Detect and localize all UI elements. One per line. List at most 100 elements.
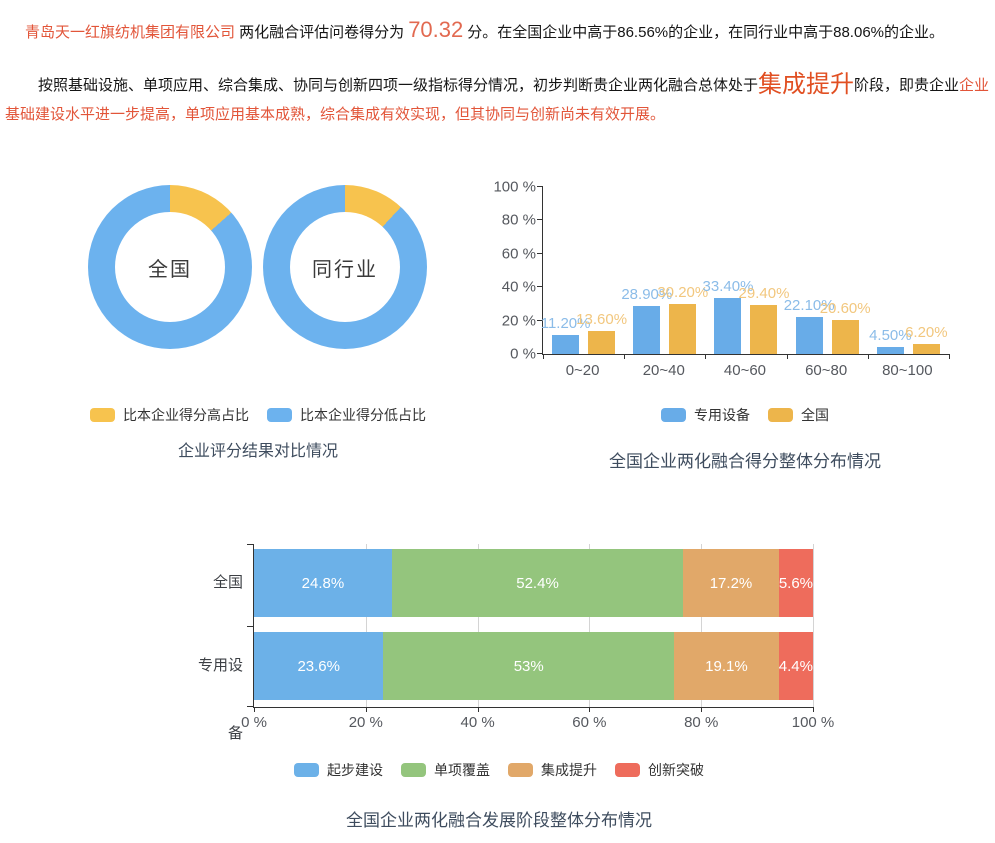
bar-value-label: 11.20% (540, 315, 591, 333)
legend-item[interactable]: 专用设备 (661, 405, 750, 425)
x-axis-tick (624, 354, 626, 359)
bar-专用设备-40~60: 33.40% (703, 278, 753, 354)
score-value: 70.32 (408, 17, 464, 42)
vbar-legend: 专用设备 全国 (495, 405, 995, 425)
vbar-x-categories: 0~20 20~40 40~60 60~80 80~100 (542, 362, 948, 379)
donut-industry: 同行业 (263, 185, 427, 349)
segment-集成提升-全国: 17.2% (683, 549, 779, 617)
segment-单项覆盖-全国: 52.4% (391, 549, 684, 617)
bar-全国-60~80: 20.60% (820, 300, 871, 354)
y-axis-tick (537, 186, 543, 187)
legend-label: 全国 (801, 407, 829, 423)
segment-value-label: 17.2% (709, 574, 753, 592)
company-name: 青岛天一红旗纺机集团有限公司 (25, 24, 240, 41)
donut-row: 全国 同行业 (88, 185, 428, 349)
legend-item[interactable]: 集成提升 (508, 760, 597, 780)
legend-swatch-icon (267, 408, 292, 422)
segment-value-label: 53% (513, 657, 544, 675)
hbar-chart-title: 全国企业两化融合发展阶段整体分布情况 (346, 811, 652, 830)
legend-swatch-icon (661, 408, 686, 422)
x-category-label: 0~20 (565, 362, 600, 379)
legend-item[interactable]: 创新突破 (615, 760, 704, 780)
donut-chart-title: 企业评分结果对比情况 (177, 443, 338, 460)
legend-item[interactable]: 比本企业得分低占比 (267, 405, 426, 425)
donut-industry-label: 同行业 (312, 258, 378, 281)
score-summary-paragraph: 青岛天一红旗纺机集团有限公司 两化融合评估问卷得分为 70.32 分。在全国企业中高… (25, 18, 970, 45)
bar-value-label: 6.20% (905, 323, 948, 341)
x-axis-label: 20 % (348, 714, 383, 731)
stage-summary-paragraph: 按照基础设施、单项应用、综合集成、协同与创新四项一级指标得分情况，初步判断贵企业… (5, 71, 990, 129)
legend-item[interactable]: 起步建设 (294, 760, 383, 780)
bar-全国-80~100: 6.20% (905, 324, 948, 354)
x-category-label: 40~60 (723, 362, 767, 379)
upper-charts-row: 全国 同行业 比本企业得分高占比 比本企业得分低占比 企业评分结果对比情况 0 %… (0, 177, 995, 472)
gridline (477, 544, 479, 707)
x-axis-tick (867, 354, 869, 359)
gridline (701, 544, 703, 707)
y-axis-tick (247, 706, 254, 707)
x-category-label: 20~40 (642, 362, 685, 379)
y-category-label: 全国 (212, 574, 243, 591)
x-category-label: 80~100 (882, 362, 933, 379)
legend-item[interactable]: 全国 (768, 405, 829, 425)
bar-value-label: 20.60% (819, 299, 871, 317)
bar-value-label: 28.90% (621, 285, 673, 303)
legend-label: 单项覆盖 (434, 762, 490, 778)
legend-swatch-icon (508, 763, 533, 777)
stage-distribution-chart: 全国 专用设备 24.8% 52.4% 17.2% 5.6% 23.6% 53% 19.1% 4… (185, 544, 834, 843)
bar-group-80~100: 4.50% 6.20% (868, 187, 949, 354)
vbar-chart-title: 全国企业两化融合得分整体分布情况 (609, 452, 881, 471)
legend-label: 专用设备 (694, 407, 750, 423)
stacked-bar-专用设备: 23.6% 53% 19.1% 4.4% (254, 632, 813, 700)
x-axis-tick (543, 354, 544, 359)
x-axis-label: 100 % (791, 714, 835, 731)
legend-swatch-icon (401, 763, 426, 777)
segment-value-label: 52.4% (516, 574, 559, 592)
vbar-plot-area: 11.20% 13.60% 28.90% 30.20% 33.40% 29.40% 22.1… (537, 186, 950, 359)
x-axis-tick (813, 707, 814, 712)
x-axis-tick (254, 707, 255, 712)
bar-专用设备-60~80: 22.10% (784, 297, 835, 354)
x-axis-tick (589, 707, 591, 712)
x-axis-tick (949, 354, 950, 359)
y-axis-tick (537, 286, 543, 288)
x-category-label: 60~80 (805, 362, 848, 379)
stacked-bar-全国: 24.8% 52.4% 17.2% 5.6% (254, 549, 814, 617)
legend-label: 起步建设 (327, 762, 383, 778)
bar-专用设备-80~100: 4.50% (869, 327, 912, 354)
legend-item[interactable]: 单项覆盖 (401, 760, 490, 780)
bar-value-label: 13.60% (576, 311, 628, 329)
bar-value-label: 22.10% (783, 297, 835, 315)
segment-起步建设-全国: 24.8% (254, 549, 392, 617)
segment-value-label: 4.4% (778, 657, 813, 675)
segment-value-label: 5.6% (778, 574, 814, 592)
y-axis-label: 0 % (510, 345, 536, 363)
segment-起步建设-专用设备: 23.6% (254, 632, 384, 700)
segment-value-label: 23.6% (297, 657, 340, 675)
gridline (589, 544, 591, 707)
x-axis-tick (701, 707, 703, 712)
legend-swatch-icon (615, 763, 640, 777)
y-axis-tick (537, 252, 543, 254)
x-axis-label: 40 % (460, 714, 495, 731)
hbar-y-categories: 全国 专用设备 (185, 544, 253, 742)
segment-单项覆盖-专用设备: 53% (383, 632, 675, 700)
legend-item[interactable]: 比本企业得分高占比 (90, 405, 249, 425)
segment-value-label: 24.8% (301, 574, 345, 592)
hbar-plot-area: 24.8% 52.4% 17.2% 5.6% 23.6% 53% 19.1% 4.4% 0 % 2… (241, 544, 834, 731)
y-axis-label: 100 % (493, 178, 536, 196)
x-axis-tick (786, 354, 788, 359)
bar-全国-40~60: 29.40% (739, 285, 789, 354)
legend-label: 比本企业得分高占比 (123, 407, 249, 423)
y-axis-label: 60 % (501, 245, 536, 263)
hbar-legend: 起步建设 单项覆盖 集成提升 创新突破 (185, 760, 813, 780)
bar-group-40~60: 33.40% 29.40% (703, 187, 789, 354)
bar-专用设备-0~20: 11.20% (541, 315, 590, 354)
donut-industry-hole: 同行业 (290, 212, 400, 322)
x-axis-tick (365, 707, 367, 712)
x-axis-label: 80 % (684, 714, 719, 731)
bar-专用设备-20~40: 28.90% (621, 286, 672, 354)
bar-value-label: 29.40% (738, 284, 790, 302)
bar-group-20~40: 28.90% 30.20% (621, 187, 708, 354)
